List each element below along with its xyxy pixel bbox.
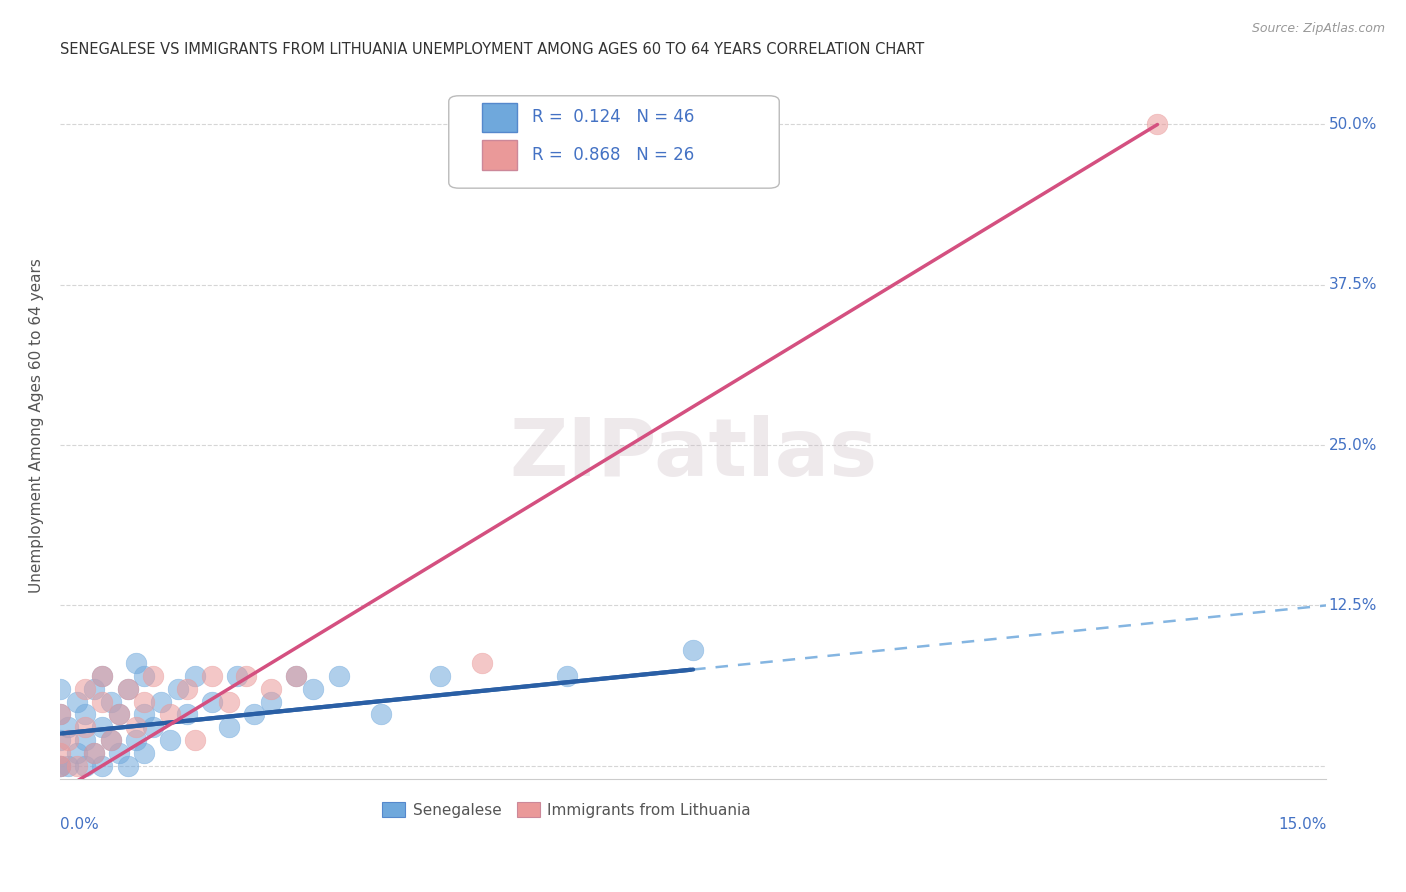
Text: SENEGALESE VS IMMIGRANTS FROM LITHUANIA UNEMPLOYMENT AMONG AGES 60 TO 64 YEARS C: SENEGALESE VS IMMIGRANTS FROM LITHUANIA … (60, 42, 924, 57)
Point (117, 681, 139, 696)
Text: 12.5%: 12.5% (1329, 598, 1376, 613)
Point (134, 746, 156, 760)
Point (49, 758, 72, 772)
Point (91, 669, 114, 683)
Text: Source: ZipAtlas.com: Source: ZipAtlas.com (1251, 22, 1385, 36)
Point (555, 669, 578, 683)
Point (201, 695, 224, 709)
Point (150, 695, 173, 709)
Y-axis label: Unemployment Among Ages 60 to 64 years: Unemployment Among Ages 60 to 64 years (30, 259, 44, 593)
Point (134, 707, 156, 722)
Point (91, 720, 114, 734)
Text: 25.0%: 25.0% (1329, 438, 1376, 452)
Point (184, 733, 207, 747)
Point (176, 707, 198, 722)
Point (285, 669, 308, 683)
Point (91, 758, 114, 772)
Point (66, 746, 89, 760)
Point (117, 758, 139, 772)
Point (125, 656, 148, 670)
Point (134, 695, 156, 709)
Point (167, 681, 190, 696)
Text: 50.0%: 50.0% (1329, 117, 1376, 132)
Point (235, 669, 257, 683)
Point (49, 707, 72, 722)
Point (83, 681, 105, 696)
Point (142, 720, 165, 734)
Point (49, 733, 72, 747)
Point (75, 720, 97, 734)
Point (134, 669, 156, 683)
Point (302, 681, 325, 696)
Point (58, 720, 80, 734)
Point (100, 733, 122, 747)
Text: R =  0.124   N = 46: R = 0.124 N = 46 (533, 109, 695, 127)
Point (100, 695, 122, 709)
Point (75, 681, 97, 696)
Legend: Senegalese, Immigrants from Lithuania: Senegalese, Immigrants from Lithuania (375, 796, 756, 824)
Point (471, 656, 494, 670)
Point (49, 707, 72, 722)
Point (58, 758, 80, 772)
Text: ZIPatlas: ZIPatlas (509, 415, 877, 493)
Point (117, 681, 139, 696)
Point (260, 695, 283, 709)
Point (260, 681, 283, 696)
Point (108, 746, 131, 760)
Point (49, 746, 72, 760)
Text: 37.5%: 37.5% (1329, 277, 1378, 293)
Point (1146, 118, 1168, 132)
Point (184, 669, 207, 683)
Point (83, 746, 105, 760)
Point (49, 758, 72, 772)
FancyBboxPatch shape (482, 103, 517, 132)
FancyBboxPatch shape (449, 95, 779, 188)
Point (108, 707, 131, 722)
Point (218, 720, 240, 734)
Point (91, 669, 114, 683)
Point (108, 707, 131, 722)
Point (49, 758, 72, 772)
Text: 15.0%: 15.0% (1278, 817, 1326, 832)
Point (66, 758, 89, 772)
Point (176, 681, 198, 696)
Point (159, 733, 181, 747)
Point (83, 746, 105, 760)
Point (682, 643, 704, 657)
Point (66, 695, 89, 709)
Point (429, 669, 451, 683)
FancyBboxPatch shape (482, 140, 517, 169)
Point (159, 707, 181, 722)
Point (75, 733, 97, 747)
Text: R =  0.868   N = 26: R = 0.868 N = 26 (533, 145, 695, 164)
Point (370, 707, 392, 722)
Point (49, 681, 72, 696)
Point (201, 669, 224, 683)
Text: 0.0%: 0.0% (60, 817, 98, 832)
Point (91, 695, 114, 709)
Point (125, 720, 148, 734)
Point (100, 733, 122, 747)
Point (328, 669, 350, 683)
Point (142, 669, 165, 683)
Point (285, 669, 308, 683)
Point (75, 758, 97, 772)
Point (226, 669, 249, 683)
Point (243, 707, 266, 722)
Point (218, 695, 240, 709)
Point (125, 733, 148, 747)
Point (75, 707, 97, 722)
Point (58, 733, 80, 747)
